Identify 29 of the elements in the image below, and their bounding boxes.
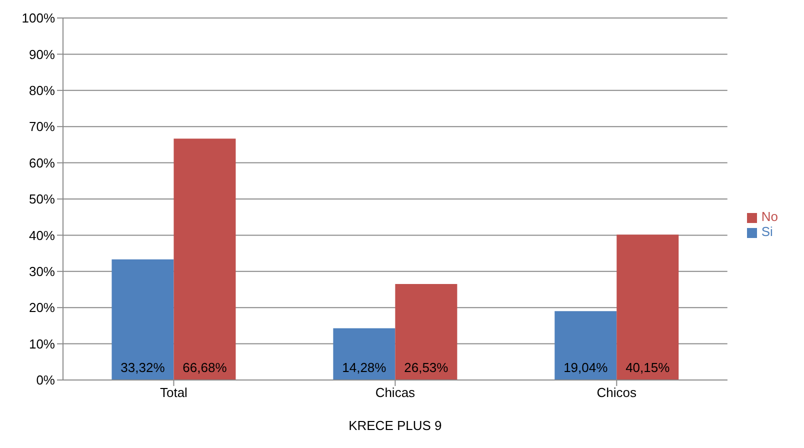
y-tick-label: 20%: [28, 300, 56, 316]
bar: [616, 234, 679, 380]
bar: [395, 284, 458, 380]
data-label: 66,68%: [182, 360, 228, 375]
bar: [333, 328, 396, 380]
y-tick-label: 40%: [28, 228, 56, 243]
data-label: 33,32%: [120, 360, 166, 375]
y-tick-label: 0%: [36, 372, 56, 388]
y-tick-label: 80%: [28, 83, 56, 98]
x-tick-label: Chicas: [375, 385, 416, 400]
bar: [554, 311, 617, 380]
y-tick-label: 10%: [28, 336, 56, 352]
x-tick-label: Chicos: [596, 385, 638, 400]
y-tick-label: 70%: [28, 119, 56, 134]
data-label: 40,15%: [626, 360, 670, 375]
x-tick-label: Total: [160, 385, 188, 400]
y-tick-label: 50%: [28, 192, 56, 207]
legend-label: Si: [761, 224, 773, 239]
y-tick-label: 30%: [28, 264, 56, 280]
bar: [174, 138, 236, 380]
y-tick-label: 60%: [28, 155, 56, 170]
data-label: 26,53%: [404, 360, 449, 375]
legend-label: No: [761, 209, 778, 224]
data-label: 14,28%: [342, 360, 387, 375]
x-axis-title: KRECE PLUS 9: [348, 418, 442, 433]
y-tick-label: 100%: [22, 10, 56, 26]
y-tick-label: 90%: [28, 46, 56, 62]
data-label: 19,04%: [564, 360, 608, 375]
bar: [112, 259, 174, 380]
